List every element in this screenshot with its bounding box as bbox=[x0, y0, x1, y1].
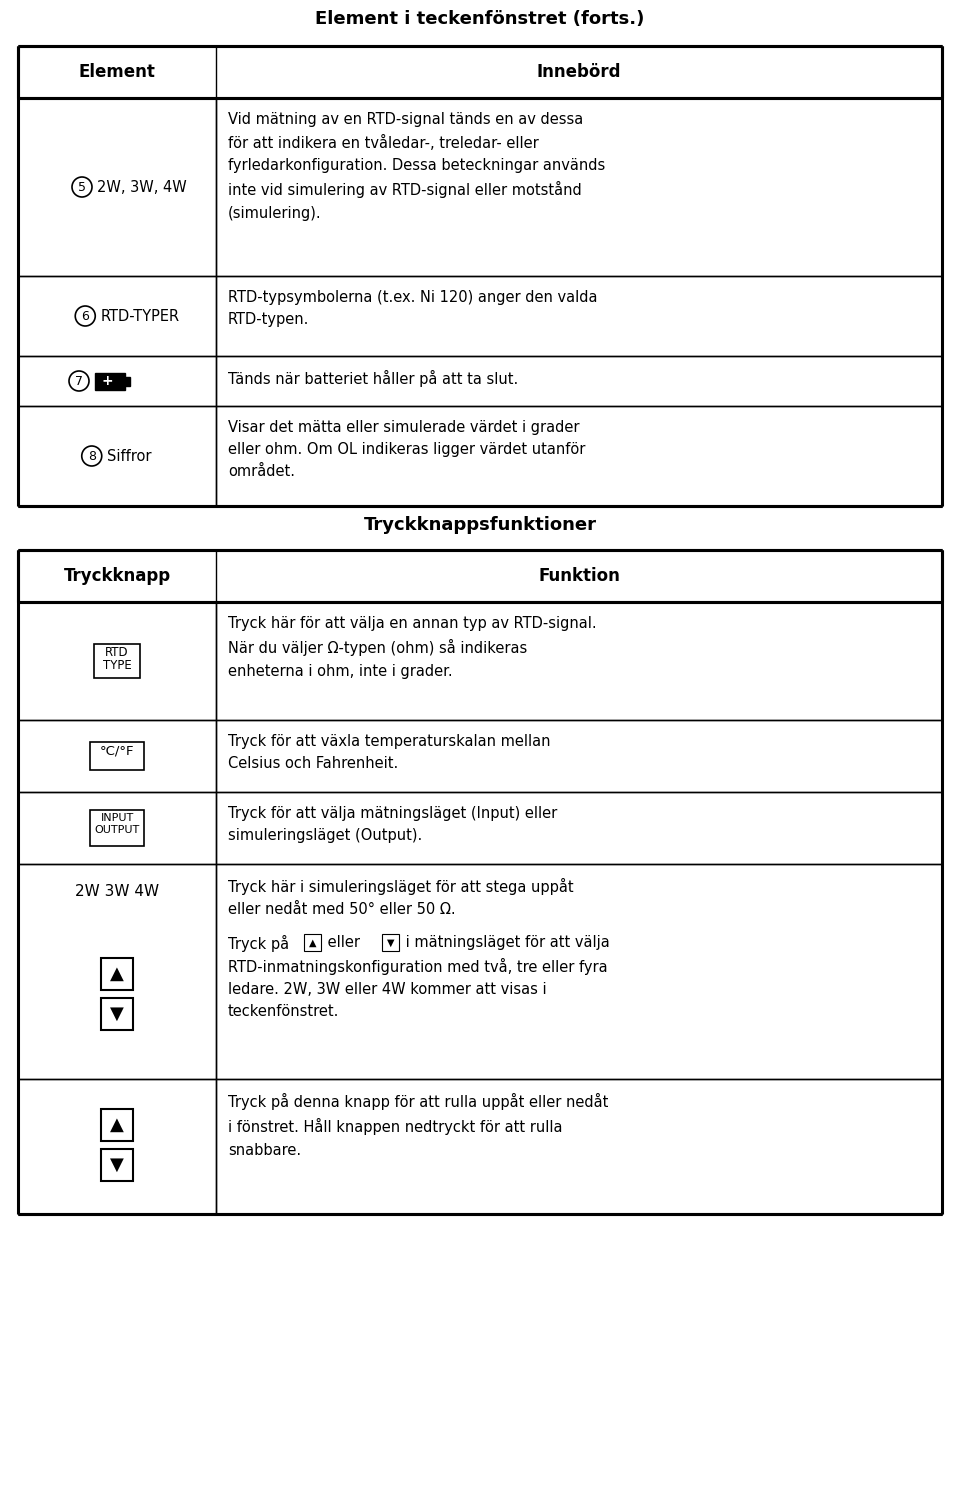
Bar bbox=[101, 1149, 133, 1181]
Text: °C/°F: °C/°F bbox=[100, 744, 134, 758]
Text: 8: 8 bbox=[87, 449, 96, 462]
Text: RTD-inmatningskonfiguration med två, tre eller fyra
ledare. 2W, 3W eller 4W komm: RTD-inmatningskonfiguration med två, tre… bbox=[228, 958, 608, 1020]
Text: Element i teckenfönstret (forts.): Element i teckenfönstret (forts.) bbox=[315, 11, 645, 29]
Text: Tryck för att växla temperaturskalan mellan
Celsius och Fahrenheit.: Tryck för att växla temperaturskalan mel… bbox=[228, 733, 550, 771]
Text: Tryck för att välja mätningsläget (Input) eller
simuleringsläget (Output).: Tryck för att välja mätningsläget (Input… bbox=[228, 806, 557, 843]
Text: Tänds när batteriet håller på att ta slut.: Tänds när batteriet håller på att ta slu… bbox=[228, 370, 518, 387]
Text: Tryckknappsfunktioner: Tryckknappsfunktioner bbox=[364, 517, 596, 535]
Text: 2W, 3W, 4W: 2W, 3W, 4W bbox=[97, 179, 187, 194]
Bar bbox=[90, 742, 144, 770]
Text: Tryck här i simuleringsläget för att stega uppåt
eller nedåt med 50° eller 50 Ω.: Tryck här i simuleringsläget för att ste… bbox=[228, 878, 574, 917]
Bar bbox=[382, 934, 399, 950]
Text: Siffror: Siffror bbox=[107, 449, 152, 464]
Bar bbox=[94, 645, 140, 678]
Text: ▲: ▲ bbox=[110, 1116, 124, 1134]
Text: OUTPUT: OUTPUT bbox=[94, 825, 139, 834]
Text: Vid mätning av en RTD-signal tänds en av dessa
för att indikera en tvåledar-, tr: Vid mätning av en RTD-signal tänds en av… bbox=[228, 111, 605, 221]
Text: Funktion: Funktion bbox=[538, 566, 620, 584]
Bar bbox=[90, 810, 144, 846]
Text: Innebörd: Innebörd bbox=[537, 63, 621, 81]
Text: Tryck på denna knapp för att rulla uppåt eller nedåt
i fönstret. Håll knappen ne: Tryck på denna knapp för att rulla uppåt… bbox=[228, 1093, 609, 1158]
Text: i mätningsläget för att välja: i mätningsläget för att välja bbox=[401, 935, 611, 950]
Text: Tryck på: Tryck på bbox=[228, 935, 294, 952]
Text: ▼: ▼ bbox=[110, 1155, 124, 1173]
Text: +: + bbox=[101, 373, 113, 389]
Text: ▲: ▲ bbox=[309, 937, 317, 947]
Text: 7: 7 bbox=[75, 375, 83, 387]
Bar bbox=[101, 1108, 133, 1140]
Text: TYPE: TYPE bbox=[103, 658, 132, 672]
Text: eller: eller bbox=[324, 935, 365, 950]
Text: RTD-typsymbolerna (t.ex. Ni 120) anger den valda
RTD-typen.: RTD-typsymbolerna (t.ex. Ni 120) anger d… bbox=[228, 291, 597, 327]
Text: Tryckknapp: Tryckknapp bbox=[63, 566, 171, 584]
Text: RTD: RTD bbox=[106, 646, 129, 658]
Text: 6: 6 bbox=[82, 310, 89, 322]
Bar bbox=[95, 372, 125, 390]
Bar bbox=[101, 998, 133, 1030]
Text: ▲: ▲ bbox=[110, 965, 124, 983]
Text: RTD-TYPER: RTD-TYPER bbox=[100, 309, 180, 324]
Text: ▼: ▼ bbox=[387, 937, 395, 947]
Text: INPUT: INPUT bbox=[101, 813, 133, 822]
Text: Visar det mätta eller simulerade värdet i grader
eller ohm. Om OL indikeras ligg: Visar det mätta eller simulerade värdet … bbox=[228, 420, 586, 479]
Text: Tryck här för att välja en annan typ av RTD-signal.
När du väljer Ω-typen (ohm) : Tryck här för att välja en annan typ av … bbox=[228, 616, 596, 679]
Bar bbox=[304, 934, 322, 950]
Bar bbox=[101, 958, 133, 989]
Text: ▼: ▼ bbox=[110, 1005, 124, 1023]
Text: 5: 5 bbox=[78, 181, 86, 193]
Text: 2W 3W 4W: 2W 3W 4W bbox=[75, 884, 159, 899]
Bar bbox=[125, 376, 130, 386]
Text: Element: Element bbox=[79, 63, 156, 81]
